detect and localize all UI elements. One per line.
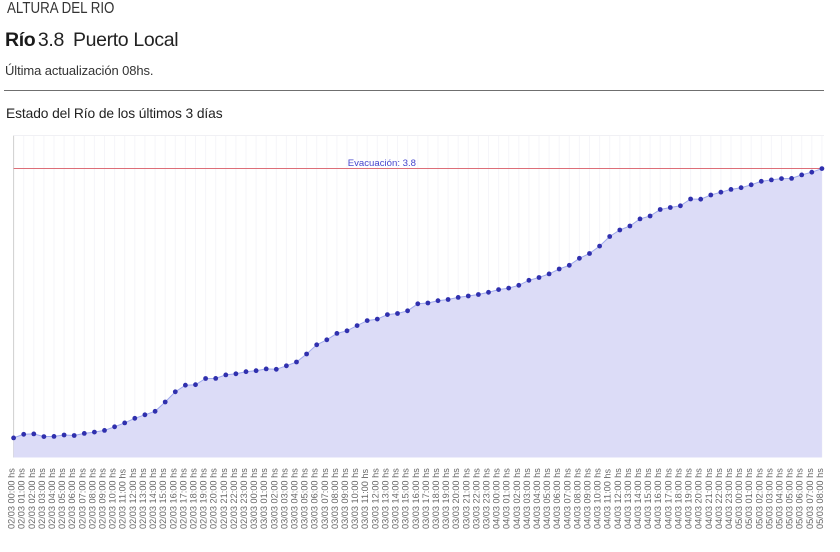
svg-text:02/03 21:00 hs: 02/03 21:00 hs: [219, 468, 229, 529]
svg-text:05/03 05:00 hs: 05/03 05:00 hs: [785, 468, 795, 529]
svg-text:02/03 08:00 hs: 02/03 08:00 hs: [87, 468, 97, 529]
svg-text:02/03 07:00 hs: 02/03 07:00 hs: [77, 468, 87, 529]
svg-text:03/03 13:00 hs: 03/03 13:00 hs: [380, 468, 390, 529]
svg-text:02/03 17:00 hs: 02/03 17:00 hs: [178, 468, 188, 529]
svg-text:03/03 15:00 hs: 03/03 15:00 hs: [401, 468, 411, 529]
svg-text:03/03 22:00 hs: 03/03 22:00 hs: [471, 468, 481, 529]
svg-text:04/03 22:00 hs: 04/03 22:00 hs: [714, 468, 724, 529]
svg-text:03/03 20:00 hs: 03/03 20:00 hs: [451, 468, 461, 529]
svg-text:03/03 00:00 hs: 03/03 00:00 hs: [249, 468, 259, 529]
svg-text:Evacuación: 3.8: Evacuación: 3.8: [348, 158, 416, 169]
svg-text:04/03 02:00 hs: 04/03 02:00 hs: [512, 468, 522, 529]
svg-text:02/03 16:00 hs: 02/03 16:00 hs: [168, 468, 178, 529]
svg-text:03/03 10:00 hs: 03/03 10:00 hs: [350, 468, 360, 529]
svg-text:04/03 12:00 hs: 04/03 12:00 hs: [613, 468, 623, 529]
svg-text:03/03 02:00 hs: 03/03 02:00 hs: [269, 468, 279, 529]
svg-text:04/03 19:00 hs: 04/03 19:00 hs: [684, 468, 694, 529]
svg-text:03/03 16:00 hs: 03/03 16:00 hs: [411, 468, 421, 529]
svg-text:04/03 18:00 hs: 04/03 18:00 hs: [673, 468, 683, 529]
svg-text:04/03 09:00 hs: 04/03 09:00 hs: [583, 468, 593, 529]
svg-text:05/03 03:00 hs: 05/03 03:00 hs: [764, 468, 774, 529]
svg-text:03/03 04:00 hs: 03/03 04:00 hs: [290, 468, 300, 529]
svg-text:02/03 01:00 hs: 02/03 01:00 hs: [17, 468, 27, 529]
svg-text:04/03 04:00 hs: 04/03 04:00 hs: [532, 468, 542, 529]
svg-text:04/03 10:00 hs: 04/03 10:00 hs: [593, 468, 603, 529]
svg-text:04/03 07:00 hs: 04/03 07:00 hs: [562, 468, 572, 529]
svg-text:04/03 21:00 hs: 04/03 21:00 hs: [704, 468, 714, 529]
svg-text:03/03 18:00 hs: 03/03 18:00 hs: [431, 468, 441, 529]
svg-text:04/03 08:00 hs: 04/03 08:00 hs: [572, 468, 582, 529]
svg-text:02/03 09:00 hs: 02/03 09:00 hs: [98, 468, 108, 529]
svg-text:03/03 14:00 hs: 03/03 14:00 hs: [391, 468, 401, 529]
svg-text:02/03 03:00 hs: 02/03 03:00 hs: [37, 468, 47, 529]
svg-text:02/03 04:00 hs: 02/03 04:00 hs: [47, 468, 57, 529]
svg-text:04/03 16:00 hs: 04/03 16:00 hs: [653, 468, 663, 529]
svg-text:05/03 08:00 hs: 05/03 08:00 hs: [815, 468, 825, 529]
svg-text:03/03 09:00 hs: 03/03 09:00 hs: [340, 468, 350, 529]
svg-text:02/03 13:00 hs: 02/03 13:00 hs: [138, 468, 148, 529]
svg-text:04/03 11:00 hs: 04/03 11:00 hs: [603, 468, 613, 529]
svg-text:02/03 11:00 hs: 02/03 11:00 hs: [118, 468, 128, 529]
svg-text:05/03 02:00 hs: 05/03 02:00 hs: [754, 468, 764, 529]
svg-text:02/03 15:00 hs: 02/03 15:00 hs: [158, 468, 168, 529]
svg-text:04/03 14:00 hs: 04/03 14:00 hs: [633, 468, 643, 529]
svg-text:03/03 03:00 hs: 03/03 03:00 hs: [279, 468, 289, 529]
svg-text:02/03 14:00 hs: 02/03 14:00 hs: [148, 468, 158, 529]
svg-text:02/03 23:00 hs: 02/03 23:00 hs: [239, 468, 249, 529]
svg-text:05/03 04:00 hs: 05/03 04:00 hs: [775, 468, 785, 529]
svg-text:04/03 13:00 hs: 04/03 13:00 hs: [623, 468, 633, 529]
svg-text:03/03 01:00 hs: 03/03 01:00 hs: [259, 468, 269, 529]
svg-text:02/03 12:00 hs: 02/03 12:00 hs: [128, 468, 138, 529]
svg-text:04/03 23:00 hs: 04/03 23:00 hs: [724, 468, 734, 529]
svg-text:03/03 06:00 hs: 03/03 06:00 hs: [310, 468, 320, 529]
svg-text:02/03 10:00 hs: 02/03 10:00 hs: [108, 468, 118, 529]
svg-text:04/03 00:00 hs: 04/03 00:00 hs: [492, 468, 502, 529]
svg-text:05/03 06:00 hs: 05/03 06:00 hs: [795, 468, 805, 529]
svg-text:03/03 12:00 hs: 03/03 12:00 hs: [370, 468, 380, 529]
svg-text:03/03 23:00 hs: 03/03 23:00 hs: [482, 468, 492, 529]
svg-text:02/03 06:00 hs: 02/03 06:00 hs: [67, 468, 77, 529]
svg-text:02/03 00:00 hs: 02/03 00:00 hs: [7, 468, 17, 529]
svg-text:03/03 08:00 hs: 03/03 08:00 hs: [330, 468, 340, 529]
svg-text:02/03 20:00 hs: 02/03 20:00 hs: [209, 468, 219, 529]
svg-text:04/03 20:00 hs: 04/03 20:00 hs: [694, 468, 704, 529]
svg-text:04/03 17:00 hs: 04/03 17:00 hs: [663, 468, 673, 529]
svg-text:03/03 17:00 hs: 03/03 17:00 hs: [421, 468, 431, 529]
svg-text:03/03 19:00 hs: 03/03 19:00 hs: [441, 468, 451, 529]
svg-text:05/03 01:00 hs: 05/03 01:00 hs: [744, 468, 754, 529]
svg-text:05/03 07:00 hs: 05/03 07:00 hs: [805, 468, 815, 529]
svg-text:04/03 05:00 hs: 04/03 05:00 hs: [542, 468, 552, 529]
svg-text:02/03 18:00 hs: 02/03 18:00 hs: [189, 468, 199, 529]
svg-text:02/03 05:00 hs: 02/03 05:00 hs: [57, 468, 67, 529]
svg-text:03/03 05:00 hs: 03/03 05:00 hs: [300, 468, 310, 529]
svg-text:04/03 15:00 hs: 04/03 15:00 hs: [643, 468, 653, 529]
svg-text:03/03 07:00 hs: 03/03 07:00 hs: [320, 468, 330, 529]
svg-text:03/03 11:00 hs: 03/03 11:00 hs: [360, 468, 370, 529]
svg-text:02/03 02:00 hs: 02/03 02:00 hs: [27, 468, 37, 529]
svg-text:02/03 19:00 hs: 02/03 19:00 hs: [199, 468, 209, 529]
svg-text:04/03 01:00 hs: 04/03 01:00 hs: [502, 468, 512, 529]
svg-text:02/03 22:00 hs: 02/03 22:00 hs: [229, 468, 239, 529]
svg-text:03/03 21:00 hs: 03/03 21:00 hs: [461, 468, 471, 529]
svg-text:04/03 06:00 hs: 04/03 06:00 hs: [552, 468, 562, 529]
svg-text:04/03 03:00 hs: 04/03 03:00 hs: [522, 468, 532, 529]
svg-text:05/03 00:00 hs: 05/03 00:00 hs: [734, 468, 744, 529]
